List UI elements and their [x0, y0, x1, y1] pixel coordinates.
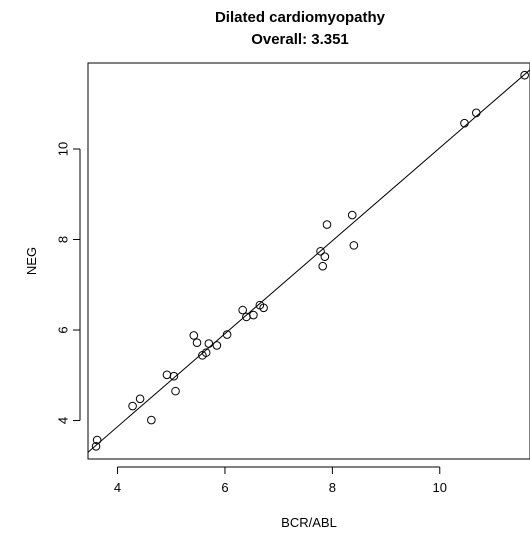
data-point [222, 330, 232, 339]
data-point [171, 386, 180, 396]
data-point [91, 442, 101, 451]
x-axis: 4 6 8 10 [114, 466, 447, 495]
x-axis-label: BCR/ABL [281, 515, 337, 530]
data-point [259, 303, 268, 313]
data-point [520, 70, 529, 80]
data-point [192, 338, 202, 347]
data-point [147, 415, 156, 425]
y-tick-label: 6 [56, 326, 71, 333]
plot-frame [87, 62, 530, 460]
y-axis: 4 6 8 10 [56, 142, 81, 424]
data-point [162, 370, 172, 380]
x-tick-label: 8 [329, 480, 336, 495]
y-axis-label: NEG [24, 247, 39, 275]
data-point [318, 261, 327, 271]
data-point [316, 246, 325, 256]
data-point [322, 220, 332, 229]
x-tick-label: 6 [221, 480, 228, 495]
chart-title: Dilated cardiomyopathy [215, 9, 386, 26]
y-tick-label: 8 [56, 236, 71, 243]
data-point [471, 108, 481, 118]
chart-subtitle: Overall: 3.351 [251, 31, 349, 48]
data-point [347, 210, 357, 220]
data-point [201, 348, 211, 357]
data-point [212, 341, 222, 350]
data-point [349, 241, 359, 250]
data-point [238, 305, 247, 315]
data-point [249, 310, 258, 320]
data-point [92, 435, 102, 445]
data-points [91, 70, 529, 451]
regression-line [87, 69, 530, 453]
y-tick-label: 10 [56, 142, 71, 156]
data-point [460, 118, 469, 128]
data-point [189, 331, 199, 340]
y-tick-label: 4 [56, 417, 71, 424]
x-tick-label: 10 [433, 480, 447, 495]
x-tick-label: 4 [114, 480, 121, 495]
data-point [320, 252, 330, 262]
data-point [128, 401, 137, 411]
data-point [169, 371, 179, 381]
data-point [204, 339, 214, 348]
data-point [135, 394, 145, 404]
